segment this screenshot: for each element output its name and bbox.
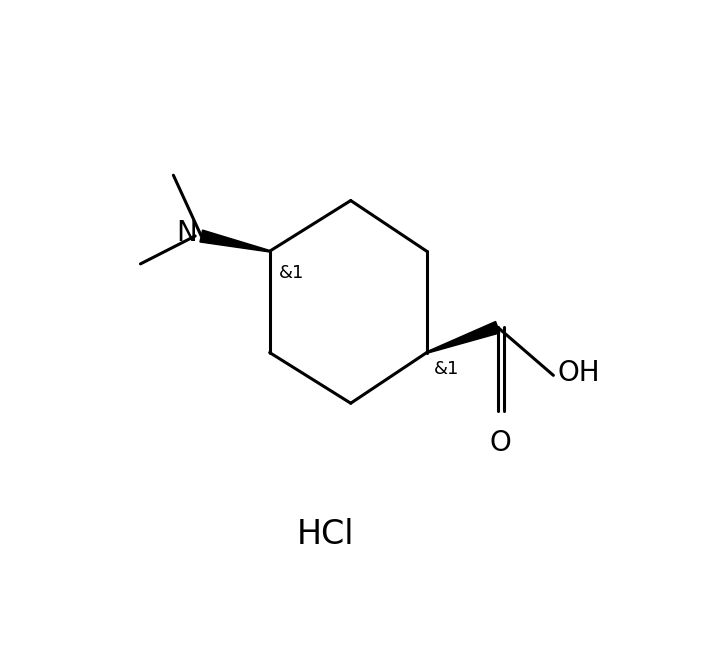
Text: &1: &1 [434,360,460,378]
Text: N: N [176,220,197,247]
Text: O: O [490,428,511,457]
Text: HCl: HCl [296,519,354,551]
Text: OH: OH [558,359,600,387]
Polygon shape [426,322,500,353]
Polygon shape [200,230,270,252]
Text: &1: &1 [278,264,304,282]
